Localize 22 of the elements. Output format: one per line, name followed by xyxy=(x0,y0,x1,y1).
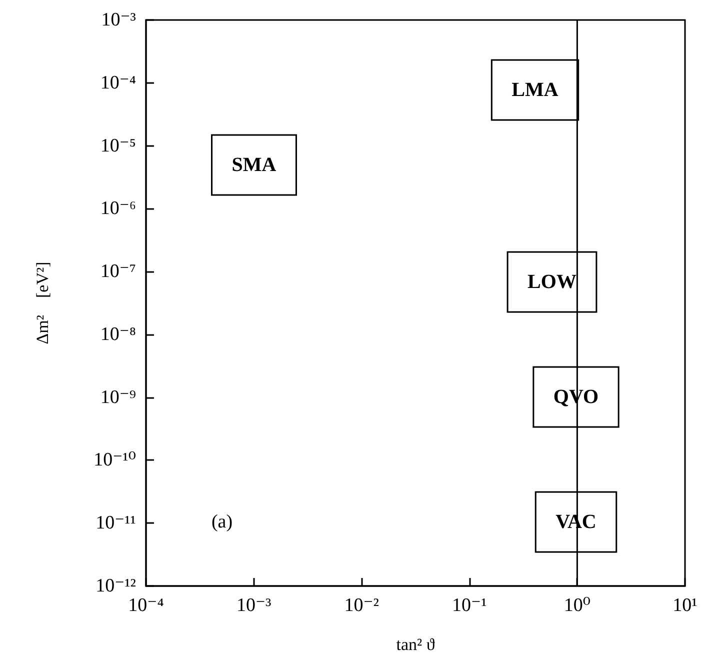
x-tick-label: 10⁻³ xyxy=(236,595,272,616)
y-tick-label: 10⁻⁹ xyxy=(100,386,136,408)
x-tick-label: 10⁻² xyxy=(344,595,380,616)
annotation: SMA xyxy=(232,154,277,176)
x-tick-label: 10⁻¹ xyxy=(452,595,488,616)
y-tick-label: 10⁻⁴ xyxy=(100,72,136,94)
x-tick-label: 10⁻⁴ xyxy=(128,595,164,616)
x-tick-label: 10⁰ xyxy=(564,595,591,616)
y-axis-title: Δm² [eV²] xyxy=(33,262,52,344)
y-tick-label: 10⁻⁵ xyxy=(100,135,136,156)
x-axis-title: tan² ϑ xyxy=(396,635,436,654)
y-tick-label: 10⁻¹² xyxy=(96,576,136,596)
x-tick-label: 10¹ xyxy=(672,595,698,616)
annotation: LMA xyxy=(512,79,559,101)
y-tick-label: 10⁻¹⁰ xyxy=(94,450,136,471)
y-tick-label: 10⁻⁸ xyxy=(100,324,136,345)
y-tick-label: 10⁻¹¹ xyxy=(96,512,136,534)
y-tick-label: 10⁻⁷ xyxy=(100,261,136,282)
annotation: (a) xyxy=(211,512,233,532)
y-tick-label: 10⁻⁶ xyxy=(100,198,136,220)
annotation: LOW xyxy=(528,271,576,293)
y-tick-label: 10⁻³ xyxy=(101,10,136,30)
